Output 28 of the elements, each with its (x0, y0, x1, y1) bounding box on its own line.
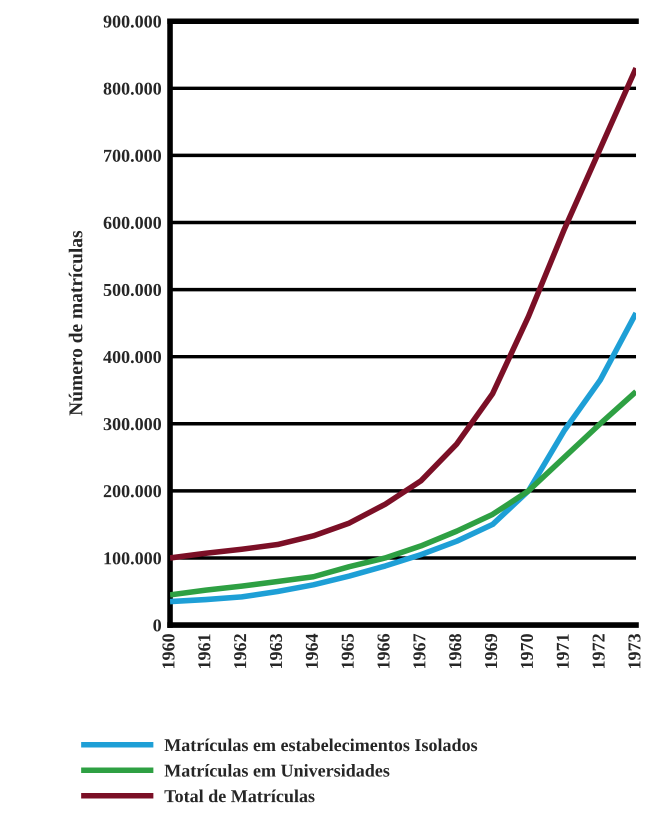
x-tick-label: 1971 (556, 634, 569, 668)
y-tick-label: 300.000 (104, 418, 162, 430)
legend-label: Total de Matrículas (164, 790, 315, 802)
x-tick-label: 1970 (520, 634, 534, 668)
x-tick-label: 1961 (198, 634, 210, 668)
x-tick-label: 1969 (485, 634, 498, 668)
y-tick-label: 500.000 (104, 284, 162, 296)
y-tick-label: 700.000 (104, 150, 162, 162)
y-tick-label: 400.000 (103, 350, 162, 364)
x-tick-label: 1965 (342, 634, 354, 668)
x-tick-label: 1967 (413, 634, 426, 668)
x-tick-label: 1964 (306, 634, 318, 668)
legend-label: Matrículas em estabelecimentos Isolados (164, 738, 478, 752)
x-tick-label: 1973 (628, 634, 641, 668)
y-tick-label: 200.000 (104, 485, 162, 498)
x-tick-label: 1972 (592, 634, 605, 668)
y-tick-label: 800.000 (104, 82, 162, 95)
y-tick-label: 900.000 (104, 15, 162, 28)
y-tick-label: 100.000 (104, 552, 162, 564)
x-tick-label: 1960 (162, 634, 175, 668)
y-axis-title: Número de matrículas (68, 230, 82, 416)
x-tick-label: 1968 (449, 634, 462, 668)
x-tick-label: 1966 (377, 634, 390, 668)
x-tick-label: 1963 (270, 634, 282, 668)
y-tick-label: 600.000 (104, 216, 162, 230)
y-tick-label: 0 (153, 619, 162, 632)
x-tick-label: 1962 (234, 634, 246, 668)
legend-label: Matrículas em Universidades (164, 764, 390, 777)
